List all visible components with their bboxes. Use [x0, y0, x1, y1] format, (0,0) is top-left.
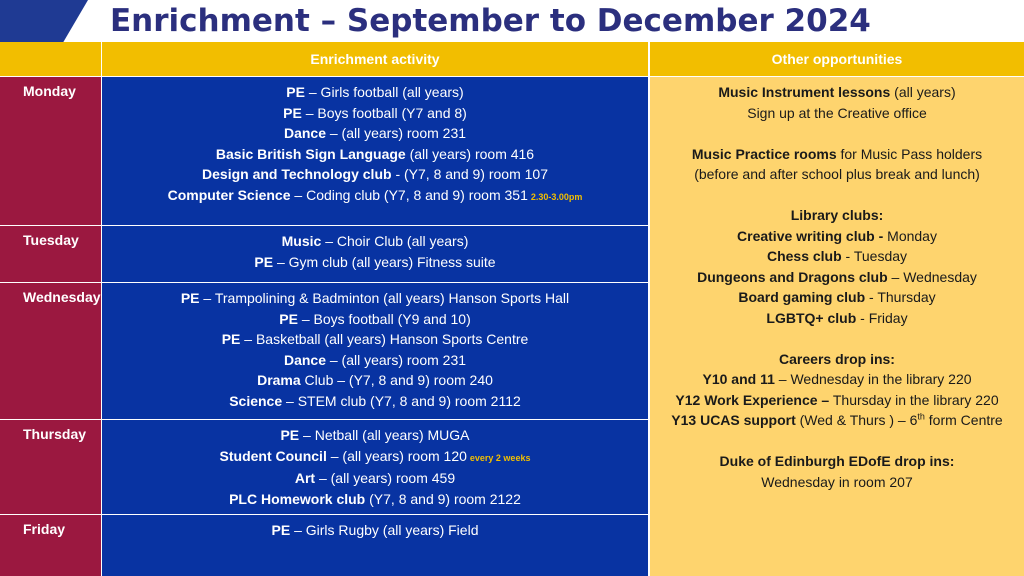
- header-day-blank: [0, 42, 101, 76]
- day-friday: Friday: [0, 514, 101, 576]
- activity-item: Dance – (all years) room 231: [283, 351, 467, 368]
- time-note: 2.30-3.00pm: [530, 191, 583, 202]
- library-heading: Library clubs:: [790, 207, 884, 223]
- spacer: [650, 123, 1024, 144]
- activity-item: Basic British Sign Language (all years) …: [215, 145, 535, 162]
- activities-friday: PE – Girls Rugby (all years) Field: [102, 514, 648, 576]
- library-club-item: Board gaming club - Thursday: [738, 289, 936, 305]
- activity-item: PE – Boys football (Y9 and 10): [279, 310, 471, 327]
- day-monday: Monday: [0, 76, 101, 225]
- activities-monday: PE – Girls football (all years) PE – Boy…: [102, 76, 648, 225]
- library-club-item: Creative writing club - Monday: [737, 227, 937, 244]
- activity-item: Design and Technology club - (Y7, 8 and …: [202, 166, 548, 182]
- day-thursday: Thursday: [0, 419, 101, 514]
- practice-rooms: Music Practice rooms for Music Pass hold…: [691, 145, 983, 162]
- header-enrichment-activity: Enrichment activity: [102, 42, 648, 76]
- page-title: Enrichment – September to December 2024: [110, 3, 871, 39]
- other-opportunities-panel: Music Instrument lessons (all years) Sig…: [650, 77, 1024, 576]
- activity-item: Computer Science – Coding club (Y7, 8 an…: [167, 186, 583, 203]
- music-lessons: Music Instrument lessons (all years): [718, 84, 956, 100]
- activity-item: Music – Choir Club (all years): [281, 233, 469, 249]
- careers-item: Y10 and 11 – Wednesday in the library 22…: [702, 371, 972, 387]
- day-tuesday: Tuesday: [0, 225, 101, 282]
- activity-item: PE – Netball (all years) MUGA: [280, 427, 470, 443]
- activity-item: PE – Basketball (all years) Hanson Sport…: [221, 331, 529, 347]
- careers-heading: Careers drop ins:: [779, 350, 895, 367]
- day-wednesday: Wednesday: [0, 282, 101, 419]
- activity-item: Dance – (all years) room 231: [283, 125, 467, 141]
- activity-item: PE – Girls Rugby (all years) Field: [271, 522, 479, 538]
- enrichment-timetable: Enrichment activity Other opportunities …: [0, 42, 1024, 576]
- activity-item: Student Council – (all years) room 120 ev…: [219, 447, 531, 464]
- spacer: [650, 328, 1024, 349]
- activity-item: PLC Homework club (Y7, 8 and 9) room 212…: [229, 490, 521, 507]
- activity-item: Science – STEM club (Y7, 8 and 9) room 2…: [229, 392, 521, 409]
- library-club-item: LGBTQ+ club - Friday: [766, 309, 908, 326]
- activity-item: PE – Trampolining & Badminton (all years…: [180, 290, 570, 306]
- careers-item: Y12 Work Experience – Thursday in the li…: [675, 391, 999, 408]
- dofe-heading: Duke of Edinburgh EDofE drop ins:: [719, 453, 955, 469]
- activity-item: Drama Club – (Y7, 8 and 9) room 240: [257, 372, 493, 388]
- activity-item: PE – Boys football (Y7 and 8): [283, 104, 467, 121]
- spacer: [650, 185, 1024, 206]
- activities-tuesday: Music – Choir Club (all years) PE – Gym …: [102, 225, 648, 282]
- spacer: [650, 431, 1024, 452]
- activities-thursday: PE – Netball (all years) MUGA Student Co…: [102, 419, 648, 514]
- header-other-opportunities: Other opportunities: [650, 42, 1024, 76]
- library-club-item: Dungeons and Dragons club – Wednesday: [697, 268, 977, 285]
- activity-item: Art – (all years) room 459: [294, 470, 456, 486]
- dofe-text: Wednesday in room 207: [761, 473, 913, 490]
- frequency-note: every 2 weeks: [469, 452, 531, 463]
- ucas-support: Y13 UCAS support (Wed & Thurs ) – 6th fo…: [671, 411, 1003, 428]
- practice-times: (before and after school plus break and …: [694, 166, 980, 182]
- library-club-item: Chess club - Tuesday: [766, 248, 908, 264]
- activity-item: PE – Gym club (all years) Fitness suite: [254, 253, 496, 270]
- corner-decoration: [0, 0, 88, 42]
- activities-wednesday: PE – Trampolining & Badminton (all years…: [102, 282, 648, 419]
- activity-item: PE – Girls football (all years): [286, 84, 464, 100]
- music-signup: Sign up at the Creative office: [747, 104, 927, 121]
